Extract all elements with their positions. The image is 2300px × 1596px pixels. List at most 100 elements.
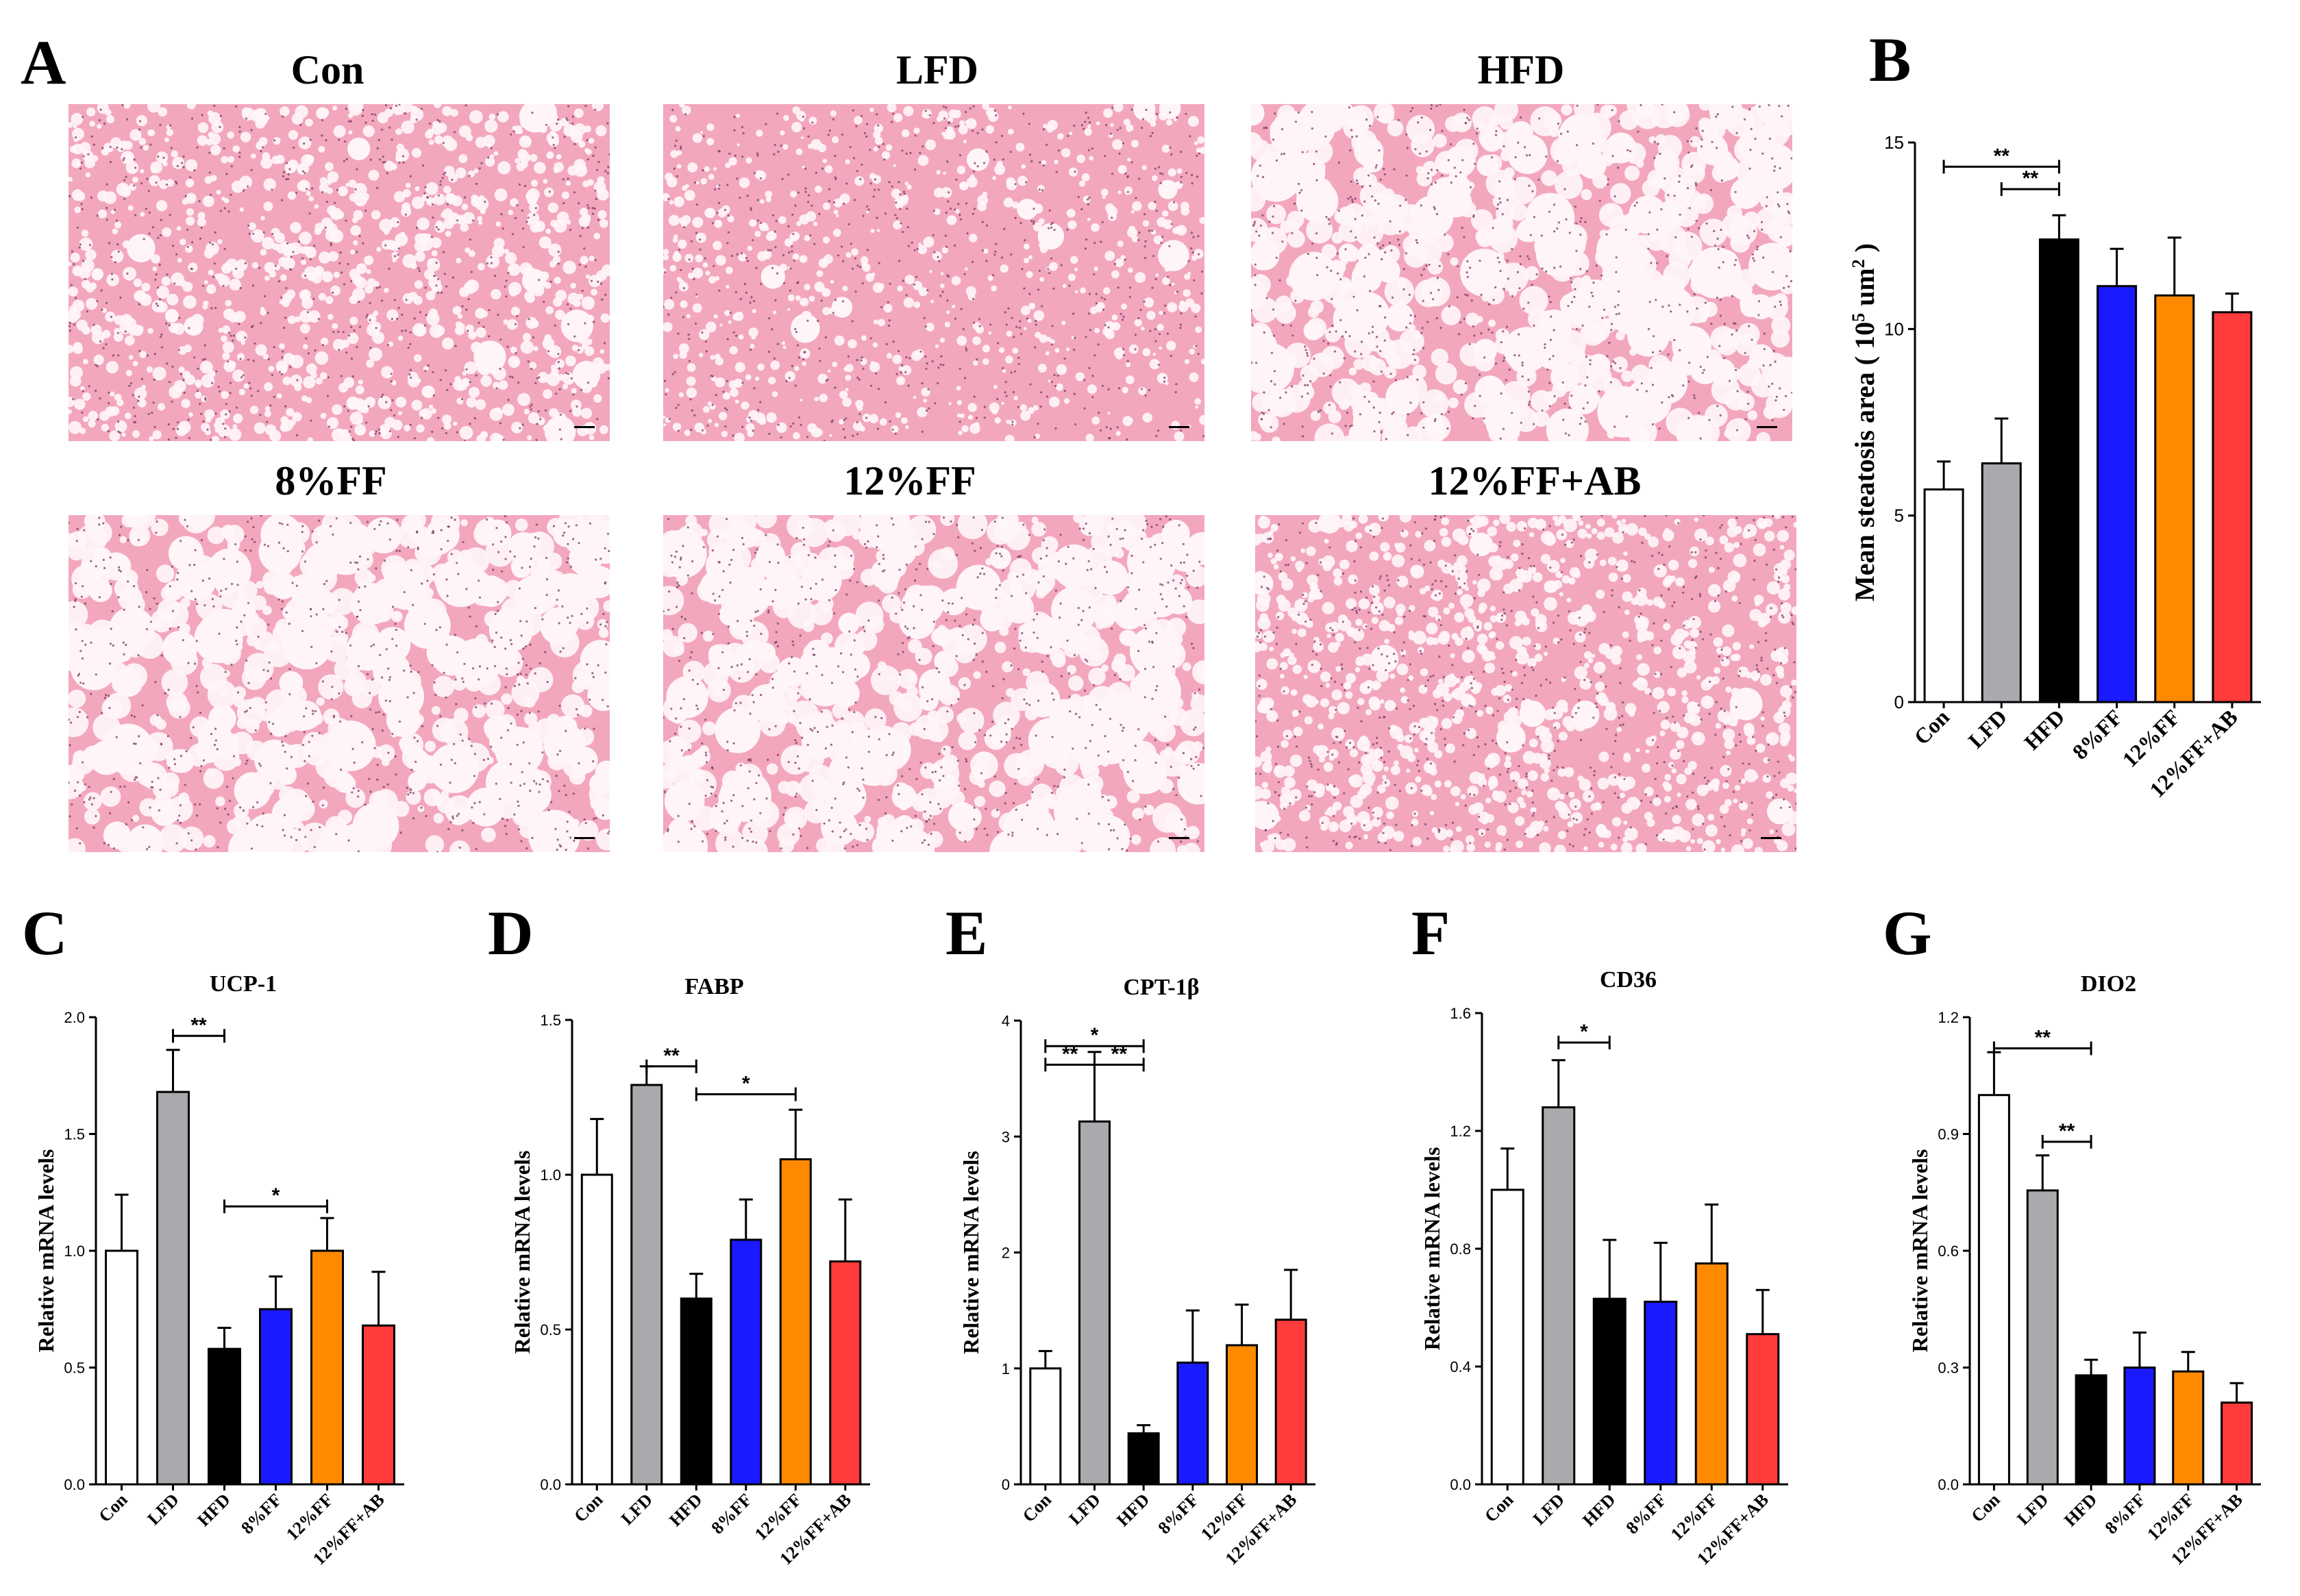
bar-g-12pctff [2172,1370,2205,1486]
bar-f-12pctffplusab [1746,1333,1780,1486]
histology-label-8pctff: 8%FF [275,458,386,503]
histology-image-8pctff: 8%FF [69,458,610,852]
histology-image-con: Con [69,47,610,441]
histology-label-12pctff: 12%FF [843,458,976,503]
y-axis-label-b: Mean steatosis area ( 105 um2 ) [1848,243,1881,601]
bar-g-lfd [2026,1189,2059,1486]
bar-b-lfd [1981,462,2022,703]
category-label-c-con: Con [95,1489,132,1526]
bar-g-8pctff [2123,1367,2156,1486]
bar-b-hfd [2038,238,2079,703]
y-tick-label-f: 0.4 [1450,1358,1471,1375]
y-tick-label-c: 0.5 [64,1360,85,1377]
bar-d-12pctffplusab [829,1260,862,1486]
y-tick-label-c: 0.0 [64,1476,85,1493]
sig-label-e: ** [1111,1043,1128,1065]
y-tick-label-g: 0.3 [1938,1360,1959,1377]
panel-a-histology: A Con LFD HFD 8%FF 12%FF 12%FF+AB [21,27,1796,852]
histology-image-12pctff: 12%FF [663,458,1204,852]
y-tick-label-f: 0.0 [1450,1476,1471,1493]
category-label-e-con: Con [1019,1489,1056,1526]
bar-f-8pctff [1644,1300,1678,1486]
bar-e-12pctff [1226,1344,1258,1486]
bar-g-hfd [2075,1374,2107,1486]
micrograph-lfd [663,104,1204,441]
histology-image-hfd: HFD [1251,47,1792,441]
chart-title-d: FABP [684,974,743,999]
category-label-f-con: Con [1481,1489,1518,1526]
y-tick-label-d: 1.0 [540,1167,561,1184]
category-label-g-hfd: HFD [2060,1490,2101,1530]
panel-letter-e: E [945,898,987,968]
chart-title-e: CPT-1β [1123,975,1199,1000]
chart-title-f: CD36 [1600,967,1657,993]
sig-label-e: ** [1062,1043,1078,1065]
panel-letter-g: G [1883,898,1932,968]
y-tick-label-e: 0 [1002,1476,1010,1493]
chart-panel-e: E CPT-1β 0 1 2 3 4 Relative mRNA levels Con LFD HF… [945,898,1315,1569]
y-axis-label-g: Relative mRNA levels [1907,1149,1932,1353]
sig-label-c: * [272,1184,280,1207]
histology-label-con: Con [291,47,364,92]
bar-e-8pctff [1176,1361,1209,1486]
y-tick-label-g: 0.9 [1938,1126,1959,1143]
y-tick-label-e: 4 [1002,1012,1010,1030]
bar-b-12pctff [2154,294,2195,703]
category-label-d-8pctff: 8%FF [707,1490,756,1538]
micrograph-12pctff [663,515,1204,852]
chart-title-c: UCP-1 [210,971,277,997]
bar-d-hfd [680,1297,713,1486]
y-tick-label-d: 0.5 [540,1321,561,1338]
micrograph-12pctffplusab [1255,515,1796,852]
bar-f-hfd [1592,1297,1627,1486]
y-tick-label-g: 0.6 [1938,1243,1959,1260]
y-tick-label-d: 1.5 [540,1012,561,1029]
bar-g-con [1977,1094,2010,1486]
y-axis-label-c: Relative mRNA levels [34,1149,58,1353]
panel-letter-b: B [1869,25,1911,95]
y-axis-label-f: Relative mRNA levels [1420,1147,1444,1351]
bar-b-12pctffplusab [2212,311,2253,703]
sig-label-d: ** [663,1045,680,1067]
category-label-b-con: Con [1909,704,1954,749]
bar-b-con [1923,488,1964,703]
bar-d-8pctff [730,1238,763,1486]
bar-c-con [105,1249,138,1486]
y-tick-label-e: 2 [1002,1245,1010,1262]
bar-c-12pctff [310,1249,344,1486]
category-label-f-lfd: LFD [1529,1490,1568,1529]
bar-d-con [580,1173,613,1486]
category-label-g-lfd: LFD [2013,1490,2052,1529]
bar-d-lfd [630,1084,663,1486]
sig-label-f: * [1580,1021,1588,1043]
category-label-g-8pctff: 8%FF [2101,1490,2150,1538]
bar-e-12pctffplusab [1274,1319,1307,1486]
bar-c-12pctffplusab [362,1324,395,1486]
chart-panel-b: B 0 5 10 15 Mean steatosis area ( 105 um2 ) Co… [1848,25,2261,802]
bar-e-hfd [1127,1432,1160,1486]
y-tick-label-d: 0.0 [540,1476,561,1493]
bar-c-8pctff [259,1308,293,1486]
sig-label-d: * [742,1072,750,1095]
chart-panel-g: G DIO2 0.0 0.3 0.6 0.9 1.2 Relative mRNA levels… [1883,898,2261,1569]
y-tick-label-f: 0.8 [1450,1240,1471,1258]
histology-label-lfd: LFD [896,47,978,92]
histology-image-grid: Con LFD HFD 8%FF 12%FF 12%FF+AB [69,47,1796,852]
bar-f-lfd [1542,1106,1576,1486]
bar-c-lfd [156,1090,190,1486]
category-label-c-lfd: LFD [143,1490,182,1529]
category-label-d-hfd: HFD [665,1490,706,1530]
micrograph-con [69,104,610,441]
panel-letter-c: C [22,898,67,968]
bar-b-8pctff [2097,285,2138,703]
category-label-d-con: Con [570,1489,607,1526]
bar-f-12pctff [1694,1262,1729,1486]
category-label-g-con: Con [1967,1489,2004,1526]
category-label-d-lfd: LFD [617,1490,656,1529]
sig-label-g: ** [2059,1120,2075,1143]
histology-image-12pctffplusab: 12%FF+AB [1255,458,1796,852]
category-label-c-hfd: HFD [193,1490,234,1530]
chart-panel-d: D FABP 0.0 0.5 1.0 1.5 Relative mRNA levels Con… [488,898,870,1569]
chart-title-g: DIO2 [2081,971,2136,997]
